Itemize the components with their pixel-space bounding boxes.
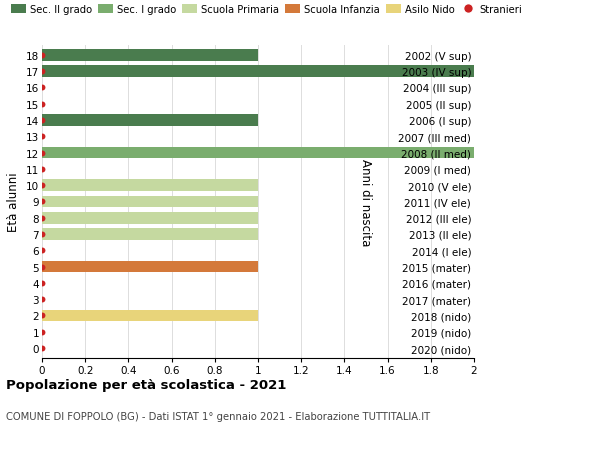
Bar bbox=[42, 180, 258, 191]
Point bbox=[37, 280, 47, 287]
Bar bbox=[42, 261, 258, 273]
Point bbox=[37, 328, 47, 336]
Point bbox=[37, 198, 47, 206]
Bar bbox=[42, 147, 474, 159]
Bar bbox=[42, 50, 258, 62]
Bar bbox=[42, 310, 258, 322]
Point bbox=[37, 84, 47, 92]
Point bbox=[37, 247, 47, 254]
Text: Popolazione per età scolastica - 2021: Popolazione per età scolastica - 2021 bbox=[6, 379, 286, 392]
Point bbox=[37, 133, 47, 140]
Point bbox=[37, 52, 47, 59]
Point bbox=[37, 296, 47, 303]
Bar bbox=[42, 229, 258, 241]
Point bbox=[37, 231, 47, 238]
Text: COMUNE DI FOPPOLO (BG) - Dati ISTAT 1° gennaio 2021 - Elaborazione TUTTITALIA.IT: COMUNE DI FOPPOLO (BG) - Dati ISTAT 1° g… bbox=[6, 411, 430, 421]
Point bbox=[37, 214, 47, 222]
Point bbox=[37, 182, 47, 190]
Point bbox=[37, 345, 47, 352]
Point bbox=[37, 166, 47, 173]
Bar bbox=[42, 213, 258, 224]
Point bbox=[37, 101, 47, 108]
Y-axis label: Anni di nascita: Anni di nascita bbox=[359, 158, 373, 246]
Y-axis label: Età alunni: Età alunni bbox=[7, 172, 20, 232]
Point bbox=[37, 68, 47, 76]
Bar bbox=[42, 66, 474, 78]
Point bbox=[37, 150, 47, 157]
Legend: Sec. II grado, Sec. I grado, Scuola Primaria, Scuola Infanzia, Asilo Nido, Stran: Sec. II grado, Sec. I grado, Scuola Prim… bbox=[11, 5, 523, 15]
Bar bbox=[42, 115, 258, 127]
Point bbox=[37, 117, 47, 124]
Bar bbox=[42, 196, 258, 208]
Point bbox=[37, 263, 47, 271]
Point bbox=[37, 312, 47, 319]
